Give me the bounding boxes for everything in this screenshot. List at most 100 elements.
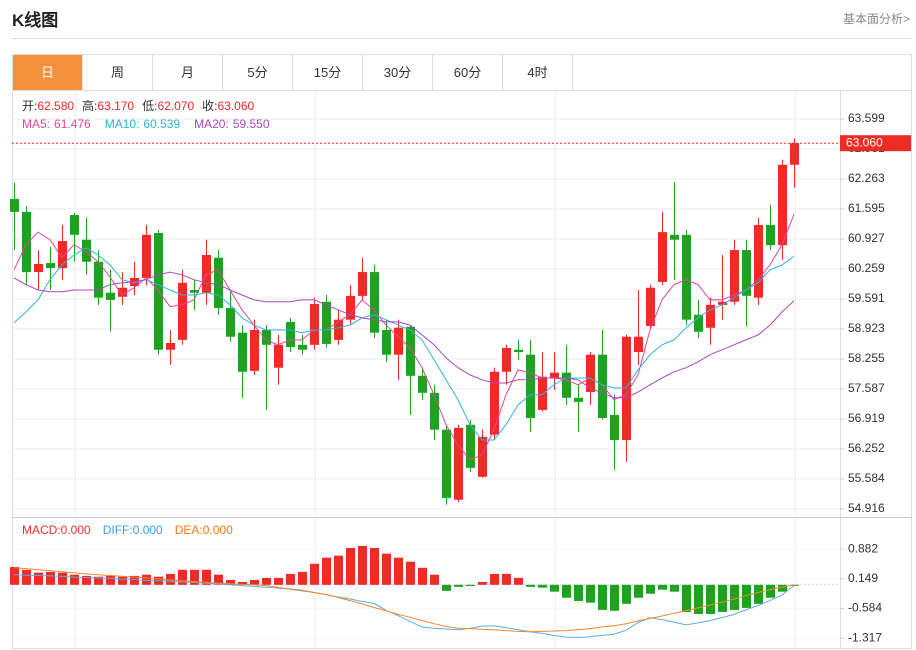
- candle-body: [70, 215, 79, 235]
- y-tick-label: 57.587: [848, 381, 885, 395]
- tab[interactable]: 月: [153, 55, 223, 90]
- macd-bar: [670, 584, 679, 592]
- candle-body: [598, 354, 607, 419]
- candle-body: [250, 329, 259, 371]
- macd-bar: [322, 557, 331, 585]
- macd-bar: [82, 575, 91, 585]
- candle-body: [742, 250, 751, 296]
- candle-body: [658, 232, 667, 282]
- candle-body: [706, 304, 715, 328]
- candle-body: [358, 272, 367, 296]
- macd-legend-value: 0.000: [61, 523, 91, 537]
- y-tick-label: 58.255: [848, 351, 885, 365]
- candle-body: [334, 319, 343, 340]
- macd-bar: [646, 584, 655, 594]
- macd-bar: [262, 577, 271, 585]
- y-tick-label: -1.317: [848, 630, 882, 644]
- ohlc-label: 开:: [22, 99, 37, 113]
- macd-bar: [454, 584, 463, 587]
- ma-legend-value: 61.476: [54, 117, 91, 131]
- tab[interactable]: 30分: [363, 55, 433, 90]
- candle-body: [514, 349, 523, 352]
- tab[interactable]: 60分: [433, 55, 503, 90]
- candle-body: [118, 287, 127, 297]
- macd-bar: [550, 584, 559, 592]
- ohlc-value: 62.580: [37, 99, 74, 113]
- candle-body: [202, 255, 211, 293]
- macd-bar: [718, 584, 727, 612]
- candle-body: [634, 336, 643, 352]
- macd-bar: [466, 584, 475, 587]
- ohlc-value: 62.070: [157, 99, 194, 113]
- candle-body: [346, 295, 355, 320]
- candle-body: [166, 343, 175, 350]
- macd-bar: [190, 569, 199, 585]
- macd-bar: [358, 545, 367, 585]
- candle-body: [730, 250, 739, 302]
- ma-legend-value: 59.550: [233, 117, 270, 131]
- macd-bar: [298, 571, 307, 585]
- macd-bar: [346, 547, 355, 585]
- y-tick-label: 0.882: [848, 541, 878, 555]
- macd-bar: [370, 547, 379, 585]
- ma-legend-label: MA10:: [105, 117, 140, 131]
- tab[interactable]: 日: [13, 55, 83, 90]
- macd-bar: [226, 579, 235, 585]
- candle-body: [454, 427, 463, 500]
- macd-bar: [766, 584, 775, 598]
- tab[interactable]: 15分: [293, 55, 363, 90]
- candle-body: [694, 314, 703, 332]
- tab-bar: 日周月 5分 15分 30分 60分 4时: [12, 54, 912, 91]
- candle-body: [430, 392, 439, 430]
- candle-body: [586, 354, 595, 392]
- macd-bar: [118, 576, 127, 585]
- macd-bar: [46, 571, 55, 585]
- candle-body: [418, 375, 427, 393]
- macd-legend-label: DIFF:: [103, 523, 133, 537]
- candle-body: [550, 372, 559, 379]
- page-title: K线图: [12, 11, 59, 30]
- macd-bar: [406, 561, 415, 585]
- fundamental-link[interactable]: 基本面分析>: [842, 12, 910, 26]
- y-tick-label: 60.927: [848, 231, 885, 245]
- macd-bar: [694, 584, 703, 614]
- tab[interactable]: 5分: [223, 55, 293, 90]
- candle-body: [298, 344, 307, 350]
- macd-bar: [382, 553, 391, 585]
- candle-body: [34, 263, 43, 273]
- candle-body: [262, 329, 271, 345]
- macd-bar: [502, 573, 511, 585]
- candle-body: [274, 344, 283, 368]
- candle-body: [382, 329, 391, 355]
- macd-bar: [418, 567, 427, 585]
- candle-body: [58, 241, 67, 269]
- macd-bar: [214, 574, 223, 585]
- macd-bar: [574, 584, 583, 602]
- ma-legend-label: MA20:: [194, 117, 229, 131]
- macd-bar: [610, 584, 619, 611]
- macd-bar: [310, 563, 319, 585]
- macd-bar: [514, 577, 523, 585]
- macd-bar: [10, 566, 19, 585]
- candle-body: [82, 239, 91, 262]
- macd-line: [13, 574, 795, 639]
- ma-legend-label: MA5:: [22, 117, 50, 131]
- candle-body: [310, 303, 319, 345]
- candle-body: [214, 257, 223, 308]
- y-tick-label: 56.252: [848, 441, 885, 455]
- macd-bar: [622, 584, 631, 604]
- candle-body: [94, 261, 103, 298]
- candle-body: [610, 414, 619, 441]
- macd-bar: [754, 584, 763, 604]
- candle-body: [778, 164, 787, 246]
- candle-body: [106, 292, 115, 300]
- ohlc-value: 63.060: [217, 99, 254, 113]
- tab[interactable]: 4时: [503, 55, 573, 90]
- candle-body: [394, 327, 403, 355]
- candle-body: [322, 301, 331, 344]
- y-tick-label: 59.591: [848, 291, 885, 305]
- macd-bar: [634, 584, 643, 598]
- tab[interactable]: 周: [83, 55, 153, 90]
- ma-legend-value: 60.539: [143, 117, 180, 131]
